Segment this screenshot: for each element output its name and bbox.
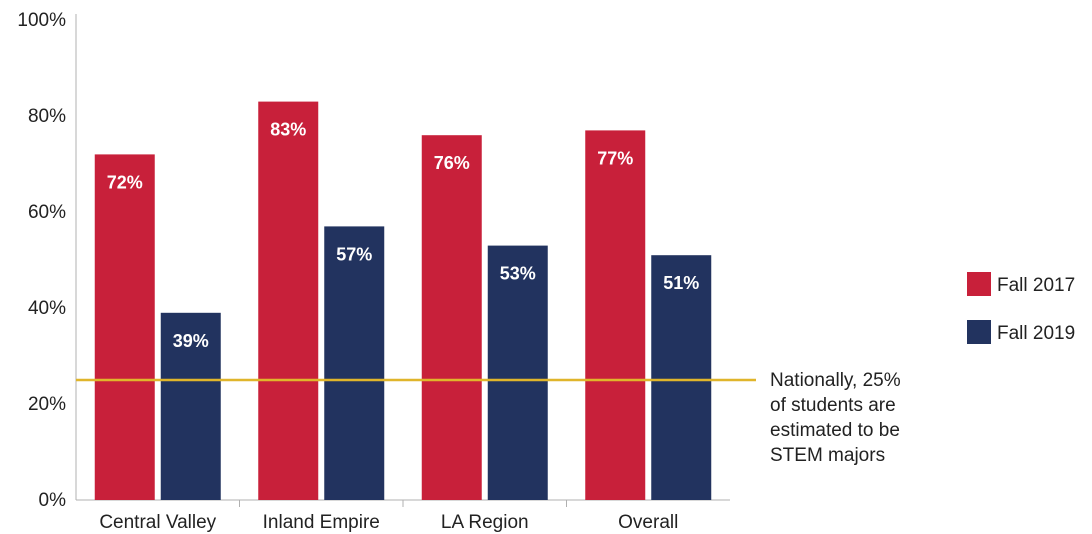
bar-value-label: 76%	[434, 153, 470, 173]
bar-value-label: 57%	[336, 244, 372, 264]
y-tick-label: 20%	[28, 394, 66, 415]
bar-value-label: 51%	[663, 273, 699, 293]
y-axis: 0% 20% 40% 60% 80% 100%	[17, 10, 77, 511]
bar-fall-2019	[487, 245, 548, 500]
y-tick-label: 0%	[39, 490, 67, 511]
bar-fall-2017	[421, 135, 482, 500]
x-axis: Central Valley Inland Empire LA Region Over…	[76, 499, 730, 533]
reference-annotation-line: estimated to be	[770, 420, 900, 441]
x-category-label: Central Valley	[99, 512, 216, 533]
bar-value-label: 72%	[107, 172, 143, 192]
legend-swatch-fall-2019	[967, 320, 991, 344]
bar-fall-2019	[651, 255, 712, 500]
bar-value-label: 53%	[500, 264, 536, 284]
reference-annotation-line: of students are	[770, 395, 896, 416]
legend-swatch-fall-2017	[967, 272, 991, 296]
y-tick-label: 40%	[28, 298, 66, 319]
legend: Fall 2017 Fall 2019	[967, 272, 1075, 344]
bar-fall-2017	[585, 130, 646, 500]
bar-fall-2017	[258, 101, 319, 500]
bar-value-label: 77%	[597, 148, 633, 168]
legend-label: Fall 2019	[997, 323, 1075, 344]
bars: 72% 39% 83% 57% 76% 53% 77% 51%	[94, 101, 712, 500]
bar-fall-2019	[324, 226, 385, 500]
y-tick-label: 60%	[28, 202, 66, 223]
bar-value-label: 39%	[173, 331, 209, 351]
reference-line-group: Nationally, 25% of students are estimated …	[76, 370, 901, 466]
y-tick-label: 100%	[17, 10, 66, 31]
x-category-label: LA Region	[441, 512, 529, 533]
reference-annotation-line: STEM majors	[770, 445, 885, 466]
reference-annotation-line: Nationally, 25%	[770, 370, 901, 391]
x-category-label: Inland Empire	[263, 512, 380, 533]
bar-value-label: 83%	[270, 120, 306, 140]
bar-fall-2017	[94, 154, 155, 500]
x-category-label: Overall	[618, 512, 678, 533]
legend-label: Fall 2017	[997, 275, 1075, 296]
bar-fall-2019	[160, 312, 221, 500]
y-tick-label: 80%	[28, 106, 66, 127]
